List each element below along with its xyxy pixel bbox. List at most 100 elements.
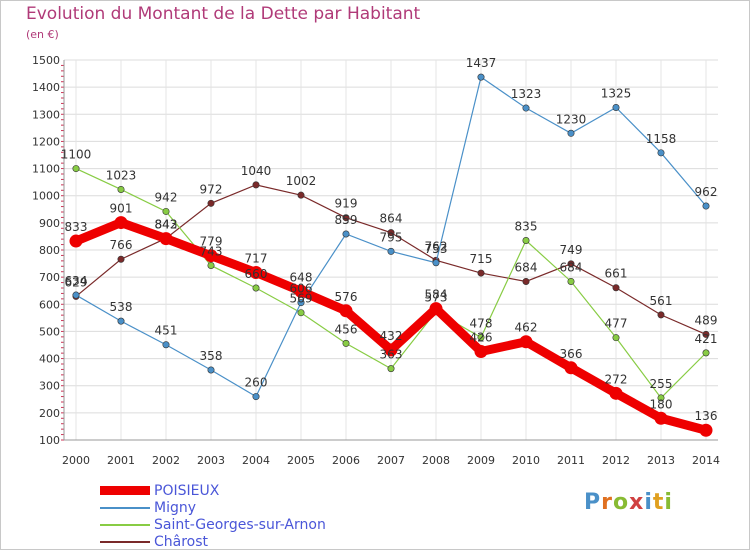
y-tick-label: 700	[39, 271, 60, 284]
data-label: 864	[380, 212, 403, 226]
data-point	[252, 284, 260, 292]
legend-swatch	[100, 486, 150, 495]
data-point	[207, 366, 215, 374]
data-point	[567, 260, 575, 268]
legend-item: POISIEUX	[100, 482, 326, 499]
data-point	[117, 255, 125, 263]
legend-item: Migny	[100, 499, 326, 516]
data-point-main	[114, 216, 128, 230]
data-point-main	[159, 232, 173, 246]
data-label: 835	[515, 220, 538, 234]
data-label: 358	[200, 349, 223, 363]
data-point-main	[519, 335, 533, 349]
data-label: 462	[515, 321, 538, 335]
data-point	[522, 104, 530, 112]
data-label: 762	[425, 239, 448, 253]
legend-label: Chârost	[154, 533, 209, 550]
x-tick-label: 2001	[107, 454, 135, 467]
y-tick-label: 1100	[32, 163, 60, 176]
data-label: 843	[155, 217, 178, 231]
x-tick-label: 2013	[647, 454, 675, 467]
data-point-main	[474, 345, 488, 359]
data-point	[72, 165, 80, 173]
data-label: 1002	[286, 174, 317, 188]
data-label: 561	[650, 294, 673, 308]
x-tick-label: 2007	[377, 454, 405, 467]
data-label: 432	[380, 329, 403, 343]
data-label: 1158	[646, 132, 677, 146]
data-point-main	[654, 411, 668, 425]
data-label: 1437	[466, 56, 497, 70]
data-label: 363	[380, 348, 403, 362]
data-point	[657, 311, 665, 319]
x-tick-label: 2005	[287, 454, 315, 467]
data-label: 477	[605, 317, 628, 331]
data-point	[342, 339, 350, 347]
data-point	[387, 229, 395, 237]
unit-label: (en €)	[26, 28, 59, 41]
x-tick-label: 2004	[242, 454, 270, 467]
data-label: 538	[110, 300, 133, 314]
y-tick-label: 1200	[32, 135, 60, 148]
legend-label: POISIEUX	[154, 482, 220, 499]
data-label: 426	[470, 331, 493, 345]
data-point	[477, 269, 485, 277]
data-point	[477, 73, 485, 81]
x-tick-label: 2011	[557, 454, 585, 467]
data-label: 962	[695, 185, 718, 199]
x-tick-label: 2009	[467, 454, 495, 467]
data-point-main	[429, 302, 443, 316]
data-label: 180	[650, 397, 673, 411]
data-label: 489	[695, 313, 718, 327]
data-label: 942	[155, 190, 178, 204]
data-label: 717	[245, 252, 268, 266]
data-label: 1023	[106, 168, 137, 182]
data-point	[297, 309, 305, 317]
data-point-main	[609, 386, 623, 400]
legend-label: Migny	[154, 499, 197, 516]
data-point	[702, 349, 710, 357]
x-tick-label: 2000	[62, 454, 90, 467]
data-label: 478	[470, 316, 493, 330]
y-tick-label: 300	[39, 380, 60, 393]
chart-title: Evolution du Montant de la Dette par Hab…	[26, 4, 421, 24]
x-tick-label: 2003	[197, 454, 225, 467]
data-label: 1100	[61, 148, 92, 162]
x-tick-label: 2008	[422, 454, 450, 467]
y-tick-label: 500	[39, 325, 60, 338]
data-label: 972	[200, 182, 223, 196]
data-point	[297, 191, 305, 199]
y-tick-label: 1500	[32, 54, 60, 67]
data-point	[567, 129, 575, 137]
data-label: 715	[470, 252, 493, 266]
y-tick-label: 600	[39, 298, 60, 311]
data-label: 456	[335, 322, 358, 336]
y-tick-label: 100	[39, 434, 60, 447]
data-label: 842	[155, 218, 178, 232]
data-point	[657, 394, 665, 402]
data-label: 833	[65, 220, 88, 234]
data-point	[252, 181, 260, 189]
legend-swatch	[100, 523, 150, 526]
data-label: 629	[65, 275, 88, 289]
data-label: 366	[560, 347, 583, 361]
y-tick-label: 200	[39, 407, 60, 420]
data-point	[207, 261, 215, 269]
data-label: 606	[290, 282, 313, 296]
data-point-main	[339, 304, 353, 318]
legend: POISIEUX Migny Saint-Georges-sur-Arnon Châr…	[100, 482, 326, 550]
data-label: 634	[65, 274, 88, 288]
legend-item: Chârost	[100, 533, 326, 550]
data-label: 753	[425, 242, 448, 256]
y-tick-label: 1000	[32, 190, 60, 203]
data-point	[522, 277, 530, 285]
data-point	[612, 334, 620, 342]
data-point	[657, 149, 665, 157]
x-tick-label: 2002	[152, 454, 180, 467]
y-tick-label: 1300	[32, 108, 60, 121]
data-point-main	[384, 343, 398, 357]
data-point	[702, 202, 710, 210]
data-label: 859	[335, 213, 358, 227]
data-point-main	[294, 284, 308, 298]
data-point	[387, 365, 395, 373]
